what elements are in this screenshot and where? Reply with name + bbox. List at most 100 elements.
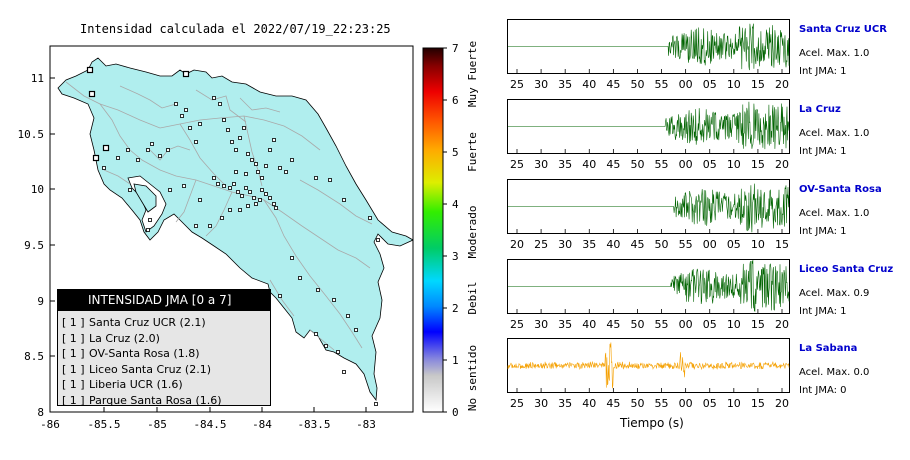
station-marker xyxy=(246,152,250,156)
station-marker xyxy=(272,138,276,142)
trace-tick-label: 00 xyxy=(703,238,717,251)
station-marker xyxy=(148,218,152,222)
trace-tick-label: 55 xyxy=(655,397,669,410)
scale-category-label: No sentido xyxy=(466,345,479,411)
station-marker xyxy=(208,224,212,228)
trace-tick-label: 30 xyxy=(534,158,548,171)
station-name: La Sabana xyxy=(799,343,858,354)
station-marker xyxy=(180,114,184,118)
station-marker xyxy=(328,178,332,182)
waveform-line xyxy=(508,101,790,150)
trace-tick-label: 25 xyxy=(510,78,524,91)
station-marker xyxy=(150,142,154,146)
trace-tick-label: 20 xyxy=(775,397,789,410)
trace-tick-label: 00 xyxy=(679,78,693,91)
station-marker xyxy=(332,298,336,302)
trace-tick-label: 25 xyxy=(510,158,524,171)
trace-tick-label: 20 xyxy=(775,318,789,331)
road-network xyxy=(65,81,373,351)
trace-tick-label: 55 xyxy=(655,78,669,91)
station-marker xyxy=(354,328,358,332)
map-x-tick-label: -85.5 xyxy=(87,418,120,431)
station-marker xyxy=(268,148,272,152)
station-marker xyxy=(374,402,378,406)
station-marker xyxy=(264,164,268,168)
map-y-tick-label: 8 xyxy=(37,406,44,419)
station-marker xyxy=(342,370,346,374)
station-intensity: Int JMA: 1 xyxy=(799,66,847,77)
trace-tick-label: 35 xyxy=(582,238,596,251)
waveform-line xyxy=(508,259,790,312)
waveform-trace: 25 30 35 40 45 50 55 00 05 10 15 20 xyxy=(508,101,790,171)
legend-item: [ 1 ] OV-Santa Rosa (1.8) xyxy=(62,347,200,360)
map-y-tick-label: 11 xyxy=(31,72,44,85)
station-name: La Cruz xyxy=(799,104,841,115)
trace-tick-label: 10 xyxy=(727,78,741,91)
map-y-tick-label: 9.5 xyxy=(24,239,44,252)
station-marker xyxy=(238,208,242,212)
trace-tick-label: 05 xyxy=(703,78,717,91)
station-marker xyxy=(226,128,230,132)
trace-tick-label: 25 xyxy=(534,238,548,251)
map-x-tick-label: -84 xyxy=(252,418,272,431)
station-marker xyxy=(234,170,238,174)
station-marker xyxy=(220,216,224,220)
station-marker xyxy=(284,170,288,174)
station-marker xyxy=(314,176,318,180)
trace-tick-label: 05 xyxy=(703,158,717,171)
costa-rica-land xyxy=(57,57,413,402)
scale-category-label: Moderado xyxy=(466,206,479,259)
trace-tick-label: 15 xyxy=(751,78,765,91)
station-marker xyxy=(222,184,226,188)
waveform-trace: 25 30 35 40 45 50 55 00 05 10 15 20 xyxy=(508,23,790,91)
trace-tick-label: 00 xyxy=(679,397,693,410)
waveform-line xyxy=(508,23,790,71)
legend-item: [ 1 ] Liceo Santa Cruz (2.1) xyxy=(62,362,211,376)
map-y-tick-label: 10.5 xyxy=(18,128,45,141)
station-marker xyxy=(230,140,234,144)
station-accel: Acel. Max. 0.0 xyxy=(799,367,870,378)
trace-tick-label: 10 xyxy=(727,397,741,410)
station-marker xyxy=(116,156,120,160)
station-marker xyxy=(368,216,372,220)
trace-tick-label: 30 xyxy=(558,238,572,251)
station-intensity: Int JMA: 1 xyxy=(799,226,847,237)
trace-tick-label: 10 xyxy=(751,238,765,251)
map-x-tick-label: -84.5 xyxy=(193,418,226,431)
trace-tick-label: 25 xyxy=(510,397,524,410)
intensity-legend: INTENSIDAD JMA [0 a 7] [ 1 ] Santa Cruz U… xyxy=(57,289,271,407)
station-intensity: Int JMA: 1 xyxy=(799,306,847,317)
station-accel: Acel. Max. 0.9 xyxy=(799,288,870,299)
station-marker xyxy=(324,344,328,348)
trace-tick-label: 20 xyxy=(775,78,789,91)
station-marker xyxy=(346,314,350,318)
station-marker xyxy=(102,166,106,170)
trace-tick-label: 00 xyxy=(679,158,693,171)
trace-tick-label: 35 xyxy=(558,318,572,331)
trace-tick-label: 05 xyxy=(703,318,717,331)
station-marker xyxy=(254,162,258,166)
trace-tick-label: 15 xyxy=(751,318,765,331)
station-marker xyxy=(254,202,258,206)
station-marker xyxy=(228,208,232,212)
station-marker xyxy=(236,190,240,194)
station-marker xyxy=(244,186,248,190)
trace-tick-label: 30 xyxy=(534,397,548,410)
station-marker xyxy=(128,188,132,192)
station-marker xyxy=(264,192,268,196)
station-marker xyxy=(194,224,198,228)
station-marker xyxy=(212,176,216,180)
station-marker xyxy=(158,154,162,158)
station-marker xyxy=(166,148,170,152)
waveform-line xyxy=(508,183,790,233)
station-accel: Acel. Max. 1.0 xyxy=(799,48,870,59)
highlight-station-marker xyxy=(92,154,100,162)
station-marker xyxy=(222,118,226,122)
station-marker xyxy=(248,190,252,194)
scale-tick-label: 3 xyxy=(452,250,459,263)
station-marker xyxy=(260,188,264,192)
trace-tick-label: 50 xyxy=(630,78,644,91)
trace-tick-label: 30 xyxy=(534,318,548,331)
map-y-tick-label: 8.5 xyxy=(24,350,44,363)
trace-tick-label: 35 xyxy=(558,158,572,171)
